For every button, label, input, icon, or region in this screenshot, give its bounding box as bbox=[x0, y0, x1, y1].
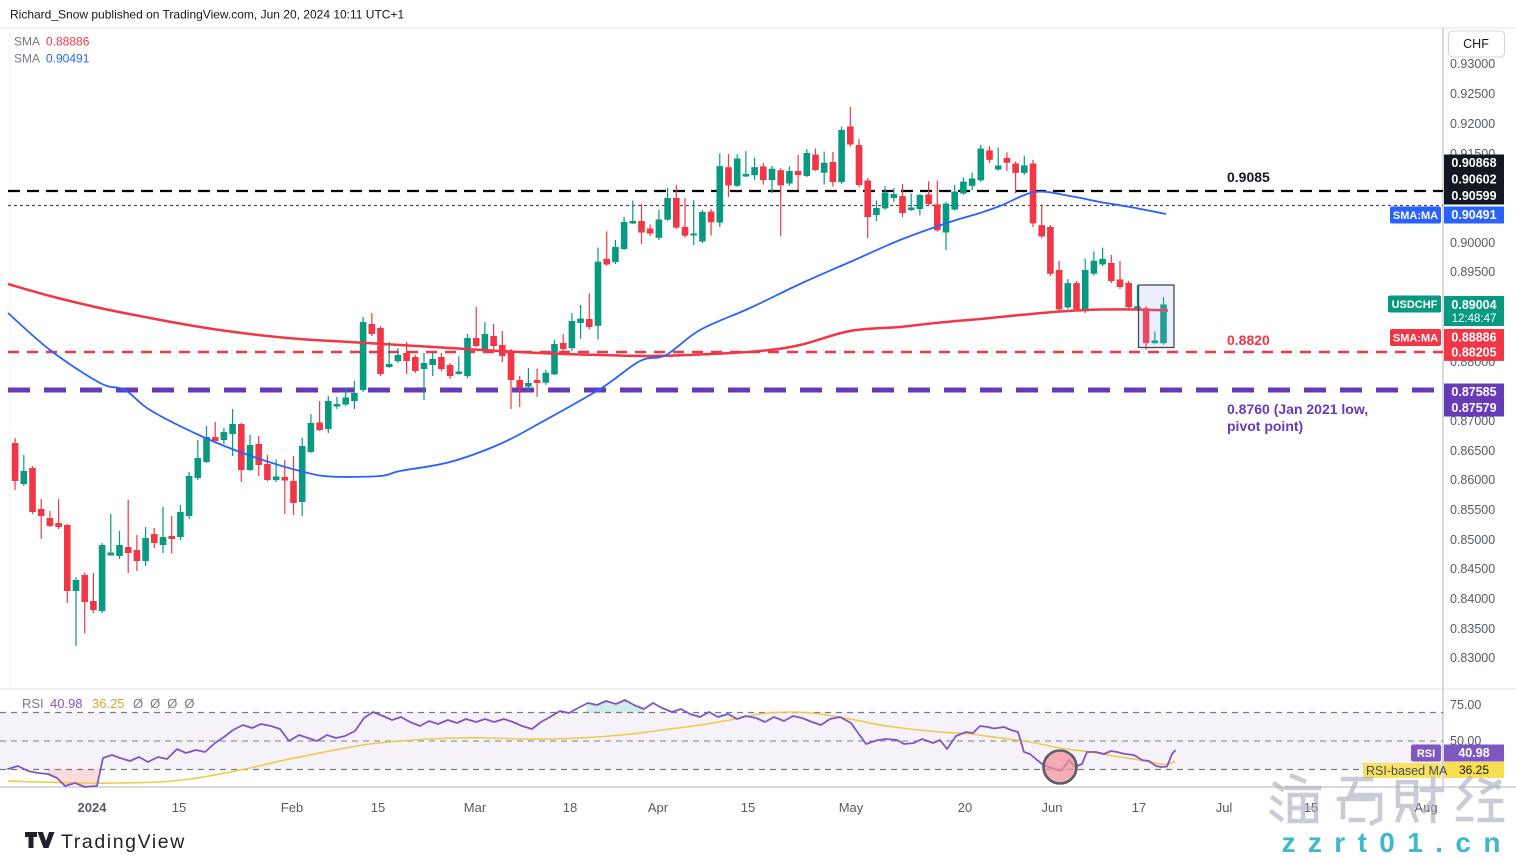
svg-text:0.85500: 0.85500 bbox=[1450, 503, 1495, 517]
svg-text:0.89004: 0.89004 bbox=[1451, 298, 1496, 312]
svg-text:SMA:MA: SMA:MA bbox=[1393, 210, 1438, 222]
svg-text:Feb: Feb bbox=[281, 800, 303, 815]
svg-text:15: 15 bbox=[741, 800, 755, 815]
svg-text:12:48:47: 12:48:47 bbox=[1452, 313, 1497, 325]
svg-text:USDCHF: USDCHF bbox=[1392, 299, 1438, 311]
svg-text:0.92500: 0.92500 bbox=[1450, 87, 1495, 101]
svg-text:40.98: 40.98 bbox=[50, 696, 83, 711]
svg-text:0.86500: 0.86500 bbox=[1450, 444, 1495, 458]
svg-text:0.8760 (Jan 2021 low,: 0.8760 (Jan 2021 low, bbox=[1227, 401, 1368, 417]
svg-text:75.00: 75.00 bbox=[1450, 698, 1481, 712]
svg-text:RSI: RSI bbox=[22, 696, 44, 711]
svg-text:Mar: Mar bbox=[464, 800, 487, 815]
svg-text:0.88886: 0.88886 bbox=[1451, 331, 1496, 345]
svg-text:0.88205: 0.88205 bbox=[1451, 346, 1496, 360]
svg-text:May: May bbox=[839, 800, 864, 815]
svg-text:CHF: CHF bbox=[1463, 37, 1489, 51]
svg-text:Richard_Snow published on Trad: Richard_Snow published on TradingView.co… bbox=[10, 8, 404, 22]
svg-text:0.90868: 0.90868 bbox=[1451, 156, 1496, 170]
svg-text:0.93000: 0.93000 bbox=[1450, 57, 1495, 71]
svg-text:Jun: Jun bbox=[1042, 800, 1063, 815]
svg-text:0.84000: 0.84000 bbox=[1450, 592, 1495, 606]
svg-text:0.8820: 0.8820 bbox=[1227, 332, 1270, 348]
svg-text:15: 15 bbox=[172, 800, 186, 815]
svg-text:20: 20 bbox=[958, 800, 972, 815]
svg-text:0.85000: 0.85000 bbox=[1450, 533, 1495, 547]
svg-text:ØØØØ: ØØØØ bbox=[133, 696, 201, 711]
svg-text:SMA: SMA bbox=[14, 35, 40, 49]
svg-text:0.90491: 0.90491 bbox=[46, 52, 90, 66]
svg-text:0.84500: 0.84500 bbox=[1450, 562, 1495, 576]
svg-text:Jul: Jul bbox=[1216, 800, 1233, 815]
svg-text:0.83000: 0.83000 bbox=[1450, 651, 1495, 665]
svg-text:RSI-based MA: RSI-based MA bbox=[1366, 764, 1448, 778]
svg-text:0.9085: 0.9085 bbox=[1227, 169, 1270, 185]
svg-text:36.25: 36.25 bbox=[92, 696, 125, 711]
svg-text:15: 15 bbox=[371, 800, 385, 815]
svg-text:SMA:MA: SMA:MA bbox=[1393, 333, 1438, 345]
svg-text:RSI: RSI bbox=[1417, 748, 1435, 760]
svg-text:0.87000: 0.87000 bbox=[1450, 414, 1495, 428]
svg-text:0.89500: 0.89500 bbox=[1450, 265, 1495, 279]
svg-text:0.90599: 0.90599 bbox=[1451, 189, 1496, 203]
svg-text:40.98: 40.98 bbox=[1458, 746, 1489, 760]
svg-text:0.87585: 0.87585 bbox=[1451, 385, 1496, 399]
svg-text:0.88886: 0.88886 bbox=[46, 35, 90, 49]
svg-text:TradingView: TradingView bbox=[61, 831, 186, 853]
svg-text:0.83500: 0.83500 bbox=[1450, 622, 1495, 636]
svg-text:0.90602: 0.90602 bbox=[1451, 173, 1496, 187]
svg-text:zzrt01.cn: zzrt01.cn bbox=[1282, 827, 1507, 857]
svg-text:36.25: 36.25 bbox=[1459, 763, 1489, 777]
svg-text:0.90000: 0.90000 bbox=[1450, 236, 1495, 250]
svg-text:pivot point): pivot point) bbox=[1227, 418, 1303, 434]
svg-text:0.92000: 0.92000 bbox=[1450, 117, 1495, 131]
svg-text:18: 18 bbox=[563, 800, 577, 815]
svg-text:SMA: SMA bbox=[14, 52, 40, 66]
svg-text:17: 17 bbox=[1132, 800, 1146, 815]
svg-text:0.86000: 0.86000 bbox=[1450, 473, 1495, 487]
svg-text:2024: 2024 bbox=[78, 800, 108, 815]
svg-text:0.87579: 0.87579 bbox=[1451, 401, 1496, 415]
svg-text:0.90491: 0.90491 bbox=[1451, 208, 1496, 222]
svg-text:Apr: Apr bbox=[648, 800, 669, 815]
